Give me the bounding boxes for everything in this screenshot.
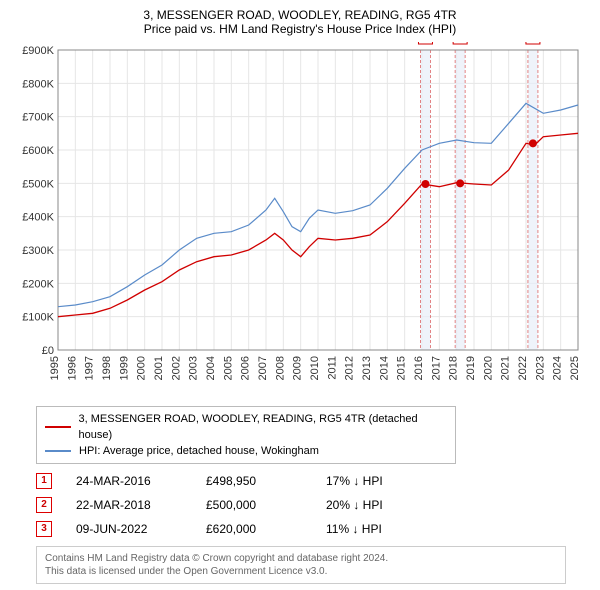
legend-label-property: 3, MESSENGER ROAD, WOODLEY, READING, RG5… — [79, 411, 448, 443]
svg-text:2019: 2019 — [465, 356, 477, 380]
svg-text:2020: 2020 — [482, 356, 494, 380]
svg-text:£100K: £100K — [22, 312, 54, 324]
legend-label-hpi: HPI: Average price, detached house, Woki… — [79, 443, 319, 459]
legend-item-hpi: HPI: Average price, detached house, Woki… — [45, 443, 447, 459]
svg-text:2004: 2004 — [205, 356, 217, 380]
chart-area: £0 £100K £200K £300K £400K £500K £600K £700K £80… — [12, 42, 588, 402]
svg-text:2016: 2016 — [413, 356, 425, 380]
svg-text:2011: 2011 — [326, 356, 338, 380]
sale-marker-3: 3 — [36, 521, 52, 537]
svg-text:2017: 2017 — [430, 356, 442, 380]
footer-attribution: Contains HM Land Registry data © Crown c… — [36, 546, 566, 584]
legend: 3, MESSENGER ROAD, WOODLEY, READING, RG5… — [36, 406, 456, 464]
legend-swatch-property — [45, 426, 71, 428]
sale-row: 1 24-MAR-2016 £498,950 17% ↓ HPI — [36, 470, 588, 492]
svg-text:2018: 2018 — [448, 356, 460, 380]
chart-title-address: 3, MESSENGER ROAD, WOODLEY, READING, RG5… — [12, 8, 588, 22]
svg-text:2014: 2014 — [378, 356, 390, 380]
svg-text:2000: 2000 — [136, 356, 148, 380]
sale-price: £498,950 — [206, 470, 326, 492]
svg-text:2012: 2012 — [344, 356, 356, 380]
legend-swatch-hpi — [45, 450, 71, 452]
sale-date: 22-MAR-2018 — [76, 494, 206, 516]
footer-line-1: Contains HM Land Registry data © Crown c… — [45, 552, 557, 565]
svg-text:1998: 1998 — [101, 356, 113, 380]
svg-text:2015: 2015 — [396, 356, 408, 380]
svg-text:2021: 2021 — [500, 356, 512, 380]
sale-diff: 20% ↓ HPI — [326, 494, 446, 516]
svg-text:1999: 1999 — [118, 356, 130, 380]
svg-text:2023: 2023 — [534, 356, 546, 380]
svg-text:£200K: £200K — [22, 278, 54, 290]
svg-text:2024: 2024 — [552, 356, 564, 380]
svg-text:1: 1 — [423, 42, 429, 44]
sale-marker-1: 1 — [36, 473, 52, 489]
svg-text:2001: 2001 — [153, 356, 165, 380]
svg-text:2008: 2008 — [274, 356, 286, 380]
svg-text:£300K: £300K — [22, 245, 54, 257]
sale-marker-2: 2 — [36, 497, 52, 513]
svg-text:2: 2 — [457, 42, 463, 44]
svg-text:2002: 2002 — [170, 356, 182, 380]
svg-text:2013: 2013 — [361, 356, 373, 380]
sale-diff: 11% ↓ HPI — [326, 518, 446, 540]
svg-text:2007: 2007 — [257, 356, 269, 380]
svg-text:£900K: £900K — [22, 45, 54, 57]
svg-text:1995: 1995 — [49, 356, 61, 380]
svg-text:2010: 2010 — [309, 356, 321, 380]
svg-text:£800K: £800K — [22, 78, 54, 90]
sale-date: 24-MAR-2016 — [76, 470, 206, 492]
svg-text:3: 3 — [530, 42, 536, 44]
svg-text:1996: 1996 — [66, 356, 78, 380]
svg-text:£700K: £700K — [22, 112, 54, 124]
svg-text:2009: 2009 — [292, 356, 304, 380]
sale-diff: 17% ↓ HPI — [326, 470, 446, 492]
sale-row: 2 22-MAR-2018 £500,000 20% ↓ HPI — [36, 494, 588, 516]
svg-text:£600K: £600K — [22, 145, 54, 157]
sale-date: 09-JUN-2022 — [76, 518, 206, 540]
svg-text:2003: 2003 — [188, 356, 200, 380]
svg-text:£500K: £500K — [22, 178, 54, 190]
svg-text:£0: £0 — [42, 345, 54, 357]
line-chart: £0 £100K £200K £300K £400K £500K £600K £700K £80… — [12, 42, 588, 402]
svg-text:2005: 2005 — [222, 356, 234, 380]
chart-title-block: 3, MESSENGER ROAD, WOODLEY, READING, RG5… — [12, 8, 588, 36]
sale-list: 1 24-MAR-2016 £498,950 17% ↓ HPI 2 22-MA… — [36, 470, 588, 540]
sale-price: £620,000 — [206, 518, 326, 540]
svg-text:£400K: £400K — [22, 212, 54, 224]
svg-text:2022: 2022 — [517, 356, 529, 380]
svg-text:2025: 2025 — [569, 356, 581, 380]
svg-text:1997: 1997 — [84, 356, 96, 380]
sale-row: 3 09-JUN-2022 £620,000 11% ↓ HPI — [36, 518, 588, 540]
svg-text:2006: 2006 — [240, 356, 252, 380]
sale-price: £500,000 — [206, 494, 326, 516]
footer-line-2: This data is licensed under the Open Gov… — [45, 565, 557, 578]
legend-item-property: 3, MESSENGER ROAD, WOODLEY, READING, RG5… — [45, 411, 447, 443]
chart-title-subtitle: Price paid vs. HM Land Registry's House … — [12, 22, 588, 36]
